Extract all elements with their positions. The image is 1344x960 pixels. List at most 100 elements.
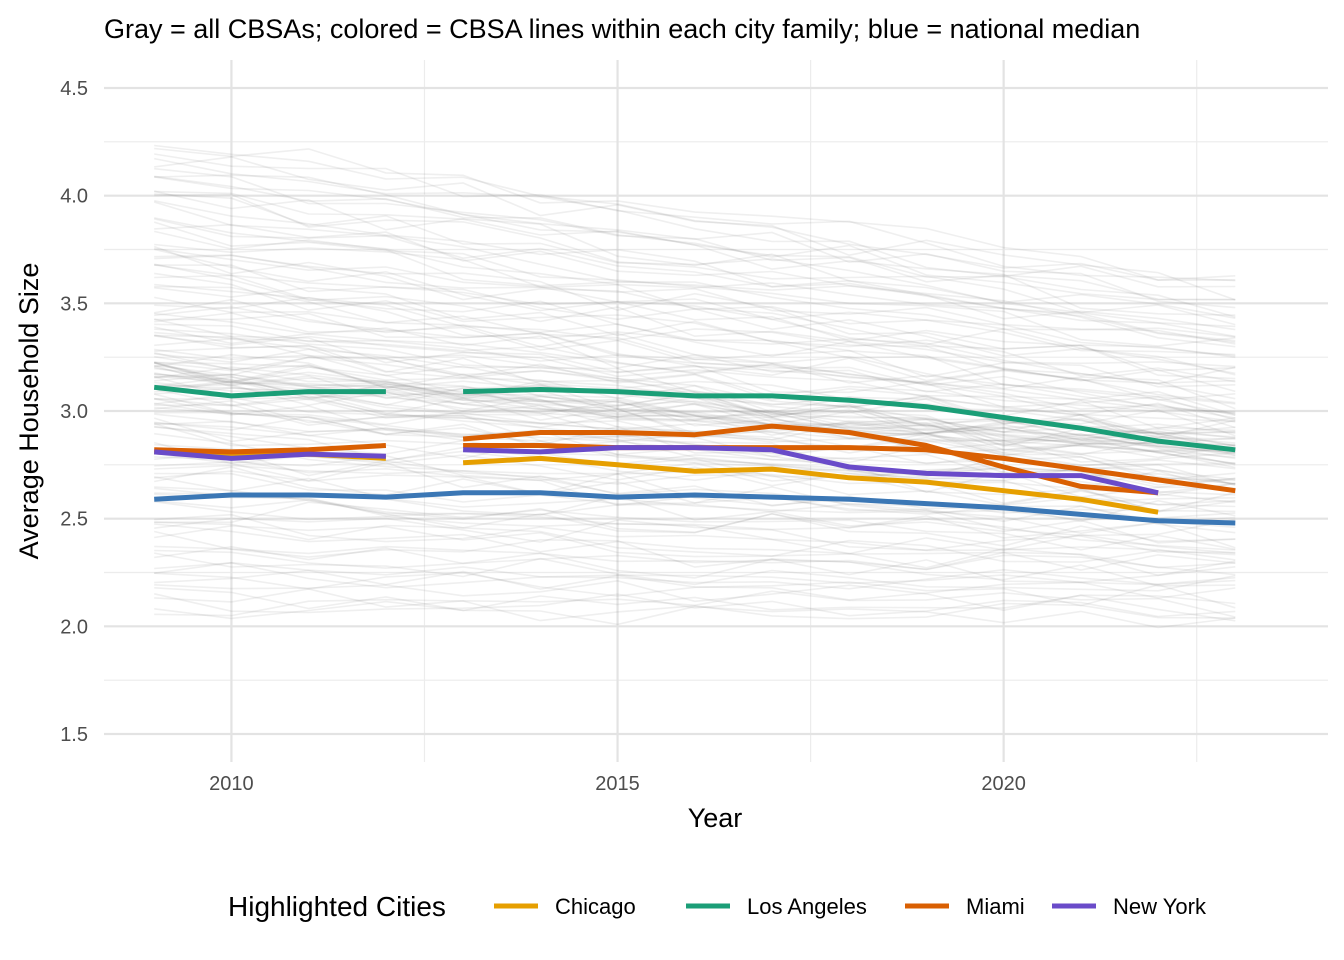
cbsa-line <box>154 230 1236 338</box>
cbsa-line <box>154 176 1236 318</box>
cbsa-line <box>153 201 1236 342</box>
y-tick-label: 1.5 <box>60 724 88 746</box>
y-tick-label: 2.5 <box>60 509 88 531</box>
cbsa-line <box>154 323 1236 417</box>
cbsa-line <box>154 312 1236 401</box>
cbsa-line <box>154 406 1236 489</box>
y-tick-label: 3.0 <box>60 401 88 423</box>
cbsa-line <box>154 549 1236 584</box>
cbsa-line <box>154 530 1236 571</box>
series-line-new-york <box>153 449 386 461</box>
cbsa-line <box>154 598 1236 622</box>
x-axis-title: Year <box>688 803 743 833</box>
cbsa-line <box>154 466 1236 521</box>
cbsa-line <box>154 218 1236 331</box>
all-cbsa-lines <box>153 144 1236 629</box>
series-line-chicago <box>462 455 1159 515</box>
chart-subtitle: Gray = all CBSAs; colored = CBSA lines w… <box>104 14 1140 44</box>
cbsa-line <box>154 264 1236 380</box>
cbsa-line <box>154 524 1236 563</box>
cbsa-line <box>154 487 1236 551</box>
cbsa-line <box>154 375 1236 457</box>
cbsa-line <box>154 296 1236 405</box>
cbsa-line <box>154 523 1236 577</box>
cbsa-line <box>154 156 1236 301</box>
cbsa-line <box>153 245 1236 375</box>
cbsa-line <box>154 545 1236 587</box>
cbsa-line <box>154 517 1236 554</box>
cbsa-line <box>154 579 1236 612</box>
cbsa-line <box>153 362 1236 446</box>
cbsa-line <box>154 561 1236 590</box>
x-tick-label: 2015 <box>595 773 640 795</box>
cbsa-line <box>154 312 1236 415</box>
cbsa-line <box>154 386 1236 469</box>
cbsa-line <box>154 348 1236 435</box>
cbsa-line <box>154 588 1236 618</box>
cbsa-line <box>154 283 1236 400</box>
cbsa-line <box>154 600 1236 629</box>
cbsa-line <box>154 263 1236 368</box>
cbsa-line <box>153 365 1236 460</box>
cbsa-line <box>154 153 1236 282</box>
cbsa-line <box>153 441 1236 513</box>
cbsa-line <box>154 411 1236 481</box>
cbsa-line <box>154 175 1236 301</box>
cbsa-line <box>154 337 1236 430</box>
series-line-national-median <box>154 490 1236 526</box>
highlighted-series <box>153 384 1236 526</box>
cbsa-line <box>154 501 1236 551</box>
cbsa-line <box>154 393 1236 466</box>
cbsa-line <box>154 493 1236 549</box>
series-line-new-york <box>463 445 1159 496</box>
cbsa-line <box>154 464 1236 523</box>
cbsa-line <box>154 274 1236 385</box>
cbsa-line <box>154 545 1236 576</box>
cbsa-line <box>154 372 1236 444</box>
cbsa-line <box>154 472 1236 529</box>
y-tick-label: 4.0 <box>60 186 88 208</box>
cbsa-line <box>154 422 1236 494</box>
cbsa-line <box>154 381 1236 459</box>
cbsa-line <box>154 331 1236 416</box>
cbsa-line <box>154 312 1236 414</box>
cbsa-line <box>154 248 1236 372</box>
cbsa-line <box>154 562 1236 599</box>
cbsa-line <box>154 500 1236 554</box>
cbsa-line <box>154 167 1236 301</box>
cbsa-line <box>154 373 1236 445</box>
cbsa-line <box>154 593 1236 618</box>
y-tick-label: 3.5 <box>60 293 88 315</box>
y-axis-ticks: 1.5 2.0 2.5 3.0 3.5 4.0 4.5 <box>60 78 88 746</box>
series-line-miami-metro-a <box>154 443 387 455</box>
cbsa-line <box>154 318 1236 419</box>
cbsa-line <box>154 298 1236 410</box>
y-axis-title: Average Household Size <box>14 263 44 560</box>
cbsa-line <box>154 144 1236 282</box>
cbsa-line <box>154 392 1236 457</box>
cbsa-line <box>154 380 1236 456</box>
cbsa-line <box>154 190 1236 316</box>
cbsa-line <box>154 200 1236 338</box>
cbsa-line <box>154 361 1236 440</box>
cbsa-line <box>154 513 1236 561</box>
cbsa-line <box>154 569 1236 601</box>
cbsa-line <box>154 384 1236 451</box>
cbsa-line <box>154 348 1236 435</box>
cbsa-line <box>154 190 1236 319</box>
cbsa-line <box>154 499 1236 547</box>
cbsa-line <box>154 157 1236 288</box>
cbsa-line <box>154 371 1236 444</box>
cbsa-line <box>154 254 1236 359</box>
cbsa-line <box>154 334 1236 423</box>
legend-label-miami: Miami <box>966 894 1025 919</box>
cbsa-line <box>154 587 1236 622</box>
x-axis-ticks: 2010 2015 2020 <box>209 773 1026 795</box>
cbsa-line <box>154 193 1236 326</box>
cbsa-line <box>154 432 1236 504</box>
cbsa-line <box>154 328 1236 423</box>
cbsa-line <box>154 376 1236 455</box>
legend-label-chicago: Chicago <box>555 894 636 919</box>
cbsa-line <box>154 334 1236 421</box>
cbsa-line <box>154 398 1236 487</box>
